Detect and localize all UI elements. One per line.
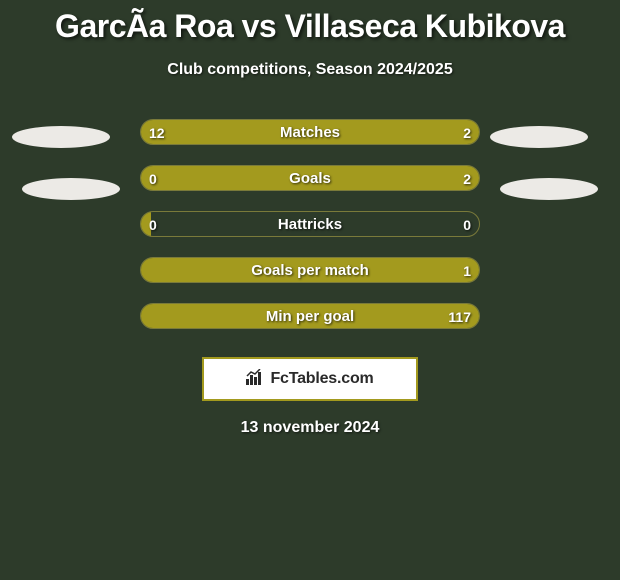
stat-label: Goals — [141, 166, 479, 191]
stat-row: Min per goal117 — [0, 293, 620, 339]
player-badge — [500, 178, 598, 200]
stat-bar: Min per goal117 — [140, 303, 480, 329]
stat-label: Min per goal — [141, 304, 479, 329]
stat-label: Goals per match — [141, 258, 479, 283]
stat-label: Hattricks — [141, 212, 479, 237]
stat-value-right: 2 — [463, 120, 471, 145]
attribution-text: FcTables.com — [270, 370, 373, 388]
stat-label: Matches — [141, 120, 479, 145]
stat-value-left: 0 — [149, 166, 157, 191]
player-badge — [490, 126, 588, 148]
stat-row: Hattricks0 0 — [0, 201, 620, 247]
stat-bar: Hattricks0 0 — [140, 211, 480, 237]
stat-value-right: 1 — [463, 258, 471, 283]
stat-value-right: 2 — [463, 166, 471, 191]
stat-bar: Matches12 2 — [140, 119, 480, 145]
stat-bar: Goals per match1 — [140, 257, 480, 283]
comparison-widget: GarcÃ­a Roa vs Villaseca Kubikova Club c… — [0, 0, 620, 437]
chart-icon — [246, 369, 266, 390]
date-text: 13 november 2024 — [0, 419, 620, 437]
page-title: GarcÃ­a Roa vs Villaseca Kubikova — [0, 8, 620, 45]
player-badge — [12, 126, 110, 148]
player-badge — [22, 178, 120, 200]
stat-value-right: 117 — [448, 304, 471, 329]
attribution-badge[interactable]: FcTables.com — [202, 357, 418, 401]
stat-value-left: 0 — [149, 212, 157, 237]
stat-bar: Goals0 2 — [140, 165, 480, 191]
stat-row: Goals per match1 — [0, 247, 620, 293]
subtitle: Club competitions, Season 2024/2025 — [0, 61, 620, 79]
stat-value-left: 12 — [149, 120, 165, 145]
stat-value-right: 0 — [463, 212, 471, 237]
